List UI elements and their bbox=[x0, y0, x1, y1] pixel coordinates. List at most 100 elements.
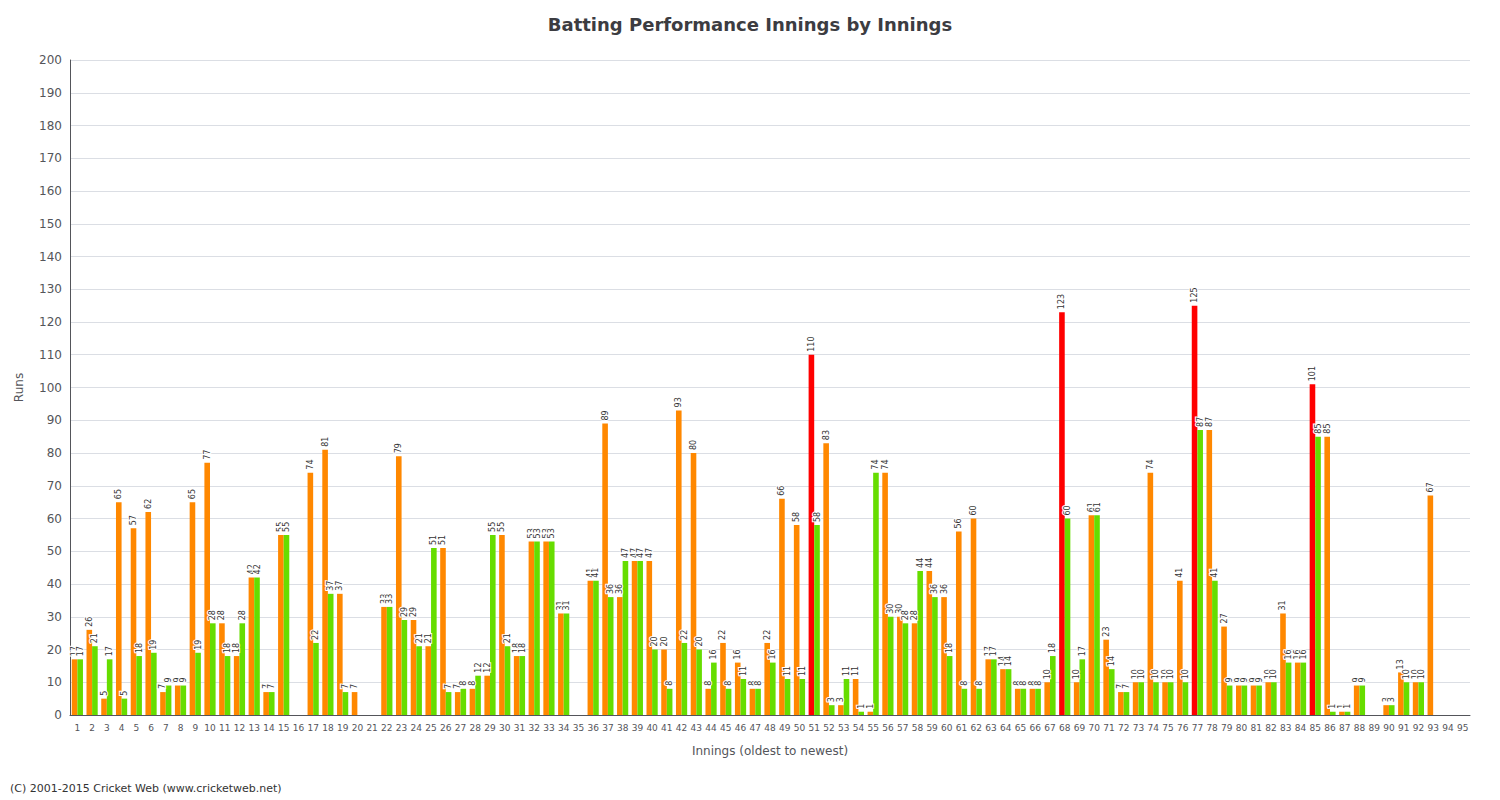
svg-text:10: 10 bbox=[204, 723, 216, 733]
svg-text:59: 59 bbox=[926, 723, 938, 733]
svg-text:31: 31 bbox=[562, 600, 571, 610]
svg-text:70: 70 bbox=[1088, 723, 1100, 733]
svg-text:0: 0 bbox=[54, 708, 62, 722]
svg-text:10: 10 bbox=[1417, 669, 1426, 679]
svg-text:30: 30 bbox=[47, 610, 62, 624]
svg-text:85: 85 bbox=[1323, 423, 1332, 433]
svg-text:65: 65 bbox=[1015, 723, 1026, 733]
svg-text:18: 18 bbox=[223, 643, 232, 653]
svg-text:Innings (oldest to newest): Innings (oldest to newest) bbox=[692, 744, 848, 758]
svg-text:36: 36 bbox=[615, 584, 624, 594]
svg-text:85: 85 bbox=[1310, 723, 1321, 733]
svg-text:150: 150 bbox=[39, 217, 62, 231]
svg-text:61: 61 bbox=[1093, 502, 1102, 512]
svg-text:29: 29 bbox=[400, 607, 409, 617]
svg-text:55: 55 bbox=[867, 723, 878, 733]
svg-text:74: 74 bbox=[1146, 459, 1155, 469]
svg-text:90: 90 bbox=[1383, 723, 1395, 733]
svg-text:51: 51 bbox=[429, 535, 438, 545]
svg-text:1: 1 bbox=[866, 704, 875, 709]
svg-text:73: 73 bbox=[1133, 723, 1144, 733]
svg-text:110: 110 bbox=[807, 336, 816, 351]
svg-text:5: 5 bbox=[133, 723, 139, 733]
svg-text:17: 17 bbox=[1078, 646, 1087, 656]
svg-text:16: 16 bbox=[1299, 649, 1308, 659]
svg-text:16: 16 bbox=[1284, 649, 1293, 659]
svg-text:8: 8 bbox=[468, 681, 477, 686]
svg-text:33: 33 bbox=[543, 723, 554, 733]
svg-text:4: 4 bbox=[119, 723, 125, 733]
svg-text:7: 7 bbox=[350, 684, 359, 689]
svg-text:87: 87 bbox=[1339, 723, 1350, 733]
svg-text:12: 12 bbox=[483, 663, 492, 673]
svg-text:120: 120 bbox=[39, 315, 62, 329]
svg-text:160: 160 bbox=[39, 184, 62, 198]
svg-text:87: 87 bbox=[1205, 417, 1214, 427]
svg-text:10: 10 bbox=[1181, 669, 1190, 679]
svg-text:22: 22 bbox=[718, 630, 727, 640]
svg-text:22: 22 bbox=[680, 630, 689, 640]
svg-text:93: 93 bbox=[674, 397, 683, 407]
svg-text:68: 68 bbox=[1059, 723, 1071, 733]
svg-text:21: 21 bbox=[415, 633, 424, 643]
svg-text:27: 27 bbox=[455, 723, 466, 733]
svg-text:21: 21 bbox=[366, 723, 377, 733]
svg-text:89: 89 bbox=[1368, 723, 1380, 733]
svg-text:3: 3 bbox=[836, 697, 845, 702]
svg-text:200: 200 bbox=[39, 53, 62, 67]
svg-text:5: 5 bbox=[100, 691, 109, 696]
svg-text:80: 80 bbox=[1236, 723, 1248, 733]
svg-text:62: 62 bbox=[144, 499, 153, 509]
svg-text:52: 52 bbox=[823, 723, 834, 733]
svg-text:23: 23 bbox=[396, 723, 407, 733]
svg-text:18: 18 bbox=[518, 643, 527, 653]
svg-text:9: 9 bbox=[179, 677, 188, 682]
svg-text:44: 44 bbox=[925, 558, 934, 568]
svg-text:18: 18 bbox=[232, 643, 241, 653]
svg-text:18: 18 bbox=[1048, 643, 1057, 653]
svg-text:83: 83 bbox=[1280, 723, 1291, 733]
svg-text:63: 63 bbox=[985, 723, 996, 733]
svg-text:190: 190 bbox=[39, 86, 62, 100]
svg-text:8: 8 bbox=[1019, 681, 1028, 686]
svg-text:14: 14 bbox=[263, 723, 275, 733]
svg-text:42: 42 bbox=[676, 723, 687, 733]
svg-text:8: 8 bbox=[1034, 681, 1043, 686]
svg-text:14: 14 bbox=[1107, 656, 1116, 666]
svg-text:79: 79 bbox=[394, 443, 403, 453]
svg-text:74: 74 bbox=[881, 459, 890, 469]
svg-text:67: 67 bbox=[1044, 723, 1055, 733]
svg-text:8: 8 bbox=[665, 681, 674, 686]
svg-text:18: 18 bbox=[322, 723, 334, 733]
svg-text:57: 57 bbox=[129, 515, 138, 525]
svg-text:37: 37 bbox=[602, 723, 613, 733]
svg-text:15: 15 bbox=[278, 723, 289, 733]
svg-text:65: 65 bbox=[188, 489, 197, 499]
svg-text:61: 61 bbox=[956, 723, 967, 733]
svg-text:9: 9 bbox=[192, 723, 198, 733]
svg-text:1: 1 bbox=[1343, 704, 1352, 709]
svg-text:54: 54 bbox=[853, 723, 865, 733]
svg-text:18: 18 bbox=[135, 643, 144, 653]
svg-text:Runs: Runs bbox=[12, 373, 26, 402]
svg-text:32: 32 bbox=[528, 723, 539, 733]
svg-text:17: 17 bbox=[989, 646, 998, 656]
svg-text:7: 7 bbox=[267, 684, 276, 689]
svg-text:84: 84 bbox=[1295, 723, 1307, 733]
svg-text:8: 8 bbox=[459, 681, 468, 686]
svg-text:7: 7 bbox=[444, 684, 453, 689]
svg-text:9: 9 bbox=[1358, 677, 1367, 682]
svg-text:37: 37 bbox=[326, 581, 335, 591]
svg-text:90: 90 bbox=[47, 413, 62, 427]
svg-text:28: 28 bbox=[217, 610, 226, 620]
svg-text:17: 17 bbox=[76, 646, 85, 656]
svg-text:125: 125 bbox=[1190, 287, 1199, 302]
svg-text:8: 8 bbox=[724, 681, 733, 686]
svg-text:2: 2 bbox=[89, 723, 95, 733]
svg-text:33: 33 bbox=[385, 594, 394, 604]
svg-text:20: 20 bbox=[695, 636, 704, 646]
svg-text:78: 78 bbox=[1206, 723, 1218, 733]
svg-text:8: 8 bbox=[960, 681, 969, 686]
svg-text:62: 62 bbox=[971, 723, 982, 733]
svg-text:94: 94 bbox=[1442, 723, 1454, 733]
